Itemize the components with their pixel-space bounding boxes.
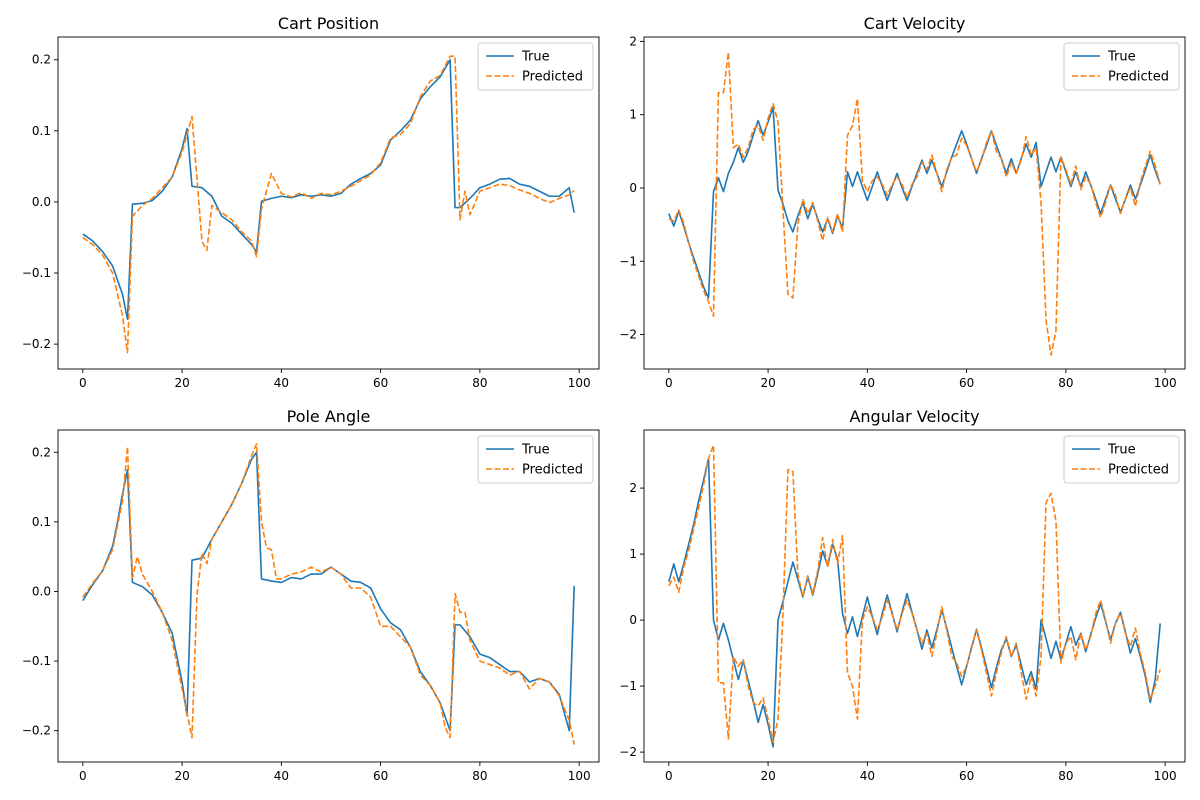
legend-label: Predicted <box>1108 70 1169 85</box>
x-tick-label: 60 <box>959 769 974 783</box>
y-tick-label: 2 <box>629 481 637 495</box>
y-tick-label: 1 <box>629 547 637 561</box>
y-tick-label: 0.1 <box>32 515 51 529</box>
legend-box <box>477 42 594 91</box>
chart-title: Cart Position <box>278 14 379 33</box>
x-tick-label: 0 <box>79 769 87 783</box>
chart-title: Pole Angle <box>287 407 371 426</box>
series-line-predicted <box>668 51 1161 356</box>
series-line-true <box>82 58 575 321</box>
plot-frame <box>643 429 1186 763</box>
plot-frame <box>57 429 600 763</box>
x-tick-label: 60 <box>959 376 974 390</box>
legend: True Predicted <box>477 435 594 484</box>
y-tick-label: 0.0 <box>32 584 51 598</box>
legend: True Predicted <box>1063 435 1180 484</box>
x-tick-label: 0 <box>665 376 673 390</box>
x-tick-label: 20 <box>760 376 775 390</box>
y-tick-label: −0.2 <box>22 337 51 351</box>
series-line-true <box>668 106 1161 299</box>
y-tick-label: 0.2 <box>32 445 51 459</box>
x-tick-label: 40 <box>274 769 289 783</box>
y-tick-label: 0 <box>629 181 637 195</box>
x-tick-label: 0 <box>79 376 87 390</box>
chart-panel-3: Angular Velocity 0 20 40 60 80 100 −2 −1 0 1 2 True P… <box>619 407 1186 783</box>
legend-label: True <box>521 50 550 65</box>
x-tick-label: 80 <box>472 769 487 783</box>
series-line-predicted <box>82 443 575 745</box>
x-tick-label: 100 <box>568 769 591 783</box>
x-tick-label: 40 <box>860 376 875 390</box>
x-tick-label: 40 <box>274 376 289 390</box>
legend-label: True <box>521 443 550 458</box>
x-tick-label: 80 <box>1058 376 1073 390</box>
x-tick-label: 100 <box>568 376 591 390</box>
x-tick-label: 20 <box>174 376 189 390</box>
legend: True Predicted <box>477 42 594 91</box>
legend-label: Predicted <box>522 463 583 478</box>
x-tick-label: 20 <box>174 769 189 783</box>
y-tick-label: 1 <box>629 108 637 122</box>
series-line-predicted <box>668 444 1161 743</box>
y-tick-label: −2 <box>619 328 637 342</box>
chart-title: Cart Velocity <box>864 14 966 33</box>
y-tick-label: −1 <box>619 679 637 693</box>
y-tick-label: −0.2 <box>22 724 51 738</box>
legend-label: Predicted <box>1108 463 1169 478</box>
x-tick-label: 60 <box>373 376 388 390</box>
y-tick-label: −0.1 <box>22 266 51 280</box>
legend-label: True <box>1107 443 1136 458</box>
x-tick-label: 40 <box>860 769 875 783</box>
x-tick-label: 100 <box>1154 376 1177 390</box>
legend-box <box>1063 42 1180 91</box>
chart-panel-0: Cart Position 0 20 40 60 80 100 −0.2 −0.1 0.0 0.1 0… <box>22 14 600 390</box>
x-tick-label: 60 <box>373 769 388 783</box>
chart-panel-2: Pole Angle 0 20 40 60 80 100 −0.2 −0.1 0.0 0.1 0.2 T… <box>22 407 600 783</box>
y-tick-label: −0.1 <box>22 654 51 668</box>
x-tick-label: 80 <box>1058 769 1073 783</box>
x-tick-label: 100 <box>1154 769 1177 783</box>
y-tick-label: 2 <box>629 34 637 48</box>
x-tick-label: 20 <box>760 769 775 783</box>
chart-panel-1: Cart Velocity 0 20 40 60 80 100 −2 −1 0 1 2 True Pred… <box>619 14 1186 390</box>
legend-label: Predicted <box>522 70 583 85</box>
series-line-true <box>82 451 575 732</box>
y-tick-label: −1 <box>619 254 637 268</box>
legend-box <box>477 435 594 484</box>
plot-frame <box>57 36 600 370</box>
y-tick-label: 0.0 <box>32 195 51 209</box>
y-tick-label: 0.1 <box>32 124 51 138</box>
series-line-predicted <box>82 55 575 354</box>
x-tick-label: 80 <box>472 376 487 390</box>
y-tick-label: −2 <box>619 745 637 759</box>
plot-frame <box>643 36 1186 370</box>
legend-label: True <box>1107 50 1136 65</box>
y-tick-label: 0 <box>629 613 637 627</box>
x-tick-label: 0 <box>665 769 673 783</box>
y-tick-label: 0.2 <box>32 53 51 67</box>
legend: True Predicted <box>1063 42 1180 91</box>
chart-title: Angular Velocity <box>849 407 979 426</box>
legend-box <box>1063 435 1180 484</box>
